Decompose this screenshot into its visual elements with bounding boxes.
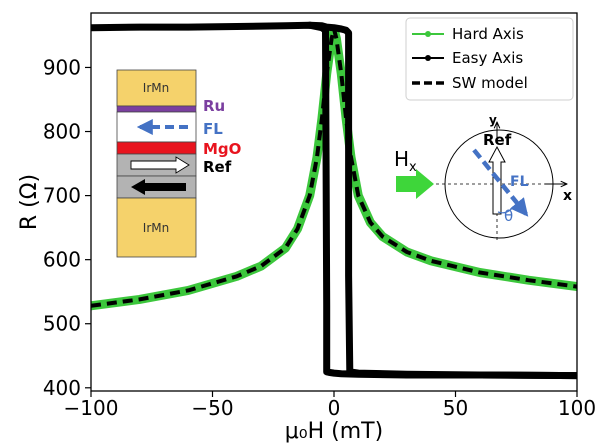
data-point-easy-axis	[476, 371, 483, 378]
data-point-easy-axis	[355, 371, 362, 378]
label-mgo: MgO	[203, 140, 241, 158]
legend-label-sw-model: SW model	[452, 74, 528, 92]
legend-marker-hard-axis	[425, 31, 431, 37]
data-point-easy-axis	[185, 24, 192, 31]
x-ticks: −100 −50 0 50 100	[64, 391, 596, 420]
series-layer	[91, 21, 577, 380]
label-fl: FL	[203, 120, 223, 138]
legend-entry-hard-axis: Hard Axis	[412, 25, 524, 43]
series-line-sw-model	[91, 27, 577, 308]
x-axis-label: μ₀H (mT)	[285, 419, 383, 444]
geometry-ref-label: Ref	[483, 131, 512, 149]
legend-box	[405, 17, 574, 101]
theta-label: θ	[504, 207, 513, 225]
fl-tilted-arrow-icon	[472, 148, 529, 217]
legend: Hard Axis Easy Axis SW model	[405, 17, 574, 101]
y-tick-label: 500	[43, 312, 81, 336]
data-point-easy-axis	[306, 22, 313, 29]
legend-label-hard-axis: Hard Axis	[452, 25, 524, 43]
data-point-easy-axis	[282, 22, 289, 29]
theta-arc	[497, 206, 514, 214]
data-point-easy-axis	[338, 370, 345, 377]
data-point-easy-axis	[345, 272, 352, 279]
data-point-easy-axis	[345, 29, 352, 36]
data-point-easy-axis	[318, 24, 325, 31]
data-point-hard-axis	[282, 245, 289, 252]
x-tick-label: 50	[443, 396, 468, 420]
layer-irmn-bottom-label: IrMn	[143, 221, 169, 235]
layer-irmn-bottom	[116, 197, 197, 258]
geometry-fl-label: FL	[510, 174, 529, 190]
data-point-easy-axis	[323, 368, 330, 375]
legend-label-easy-axis: Easy Axis	[452, 49, 523, 67]
y-tick-label: 900	[43, 55, 81, 79]
stack-inset: IrMn IrMn Ru FL MgO Ref	[116, 69, 241, 258]
data-point-easy-axis	[338, 26, 345, 33]
ref-arrow-white-icon	[130, 156, 190, 174]
data-point-easy-axis	[233, 23, 240, 30]
layer-mgo	[116, 141, 197, 155]
legend-entry-easy-axis: Easy Axis	[412, 49, 523, 67]
y-tick-label: 800	[43, 120, 81, 144]
y-ticks: 400 500 600 700 800 900	[43, 55, 91, 400]
data-point-easy-axis	[403, 371, 410, 378]
ref-arrow-black-icon	[131, 179, 186, 195]
y-tick-label: 600	[43, 248, 81, 272]
field-label: Hx	[394, 147, 417, 175]
label-ref: Ref	[203, 158, 232, 176]
y-axis-label: R (Ω)	[17, 174, 42, 230]
data-point-easy-axis	[331, 370, 337, 377]
x-tick-label: −100	[64, 396, 119, 420]
layer-ru	[116, 105, 197, 113]
x-tick-label: 100	[558, 396, 596, 420]
label-ru: Ru	[203, 97, 225, 115]
y-tick-label: 700	[43, 184, 81, 208]
data-point-easy-axis	[91, 24, 94, 31]
geometry-x-label: x	[563, 188, 572, 204]
legend-entry-sw-model: SW model	[412, 74, 528, 92]
geometry-y-label: y	[489, 113, 497, 127]
x-tick-label: −50	[191, 396, 233, 420]
data-point-easy-axis	[136, 24, 143, 31]
y-tick-label: 400	[43, 376, 81, 400]
legend-marker-easy-axis	[425, 55, 431, 61]
geometry-inset: Hx y x Ref FL θ	[394, 113, 572, 240]
x-tick-label: 0	[328, 396, 341, 420]
layer-irmn-top-label: IrMn	[143, 81, 169, 95]
data-point-easy-axis	[323, 302, 330, 309]
data-point-easy-axis	[574, 372, 577, 379]
field-arrow-icon	[396, 169, 434, 199]
data-point-hard-axis	[338, 70, 345, 77]
